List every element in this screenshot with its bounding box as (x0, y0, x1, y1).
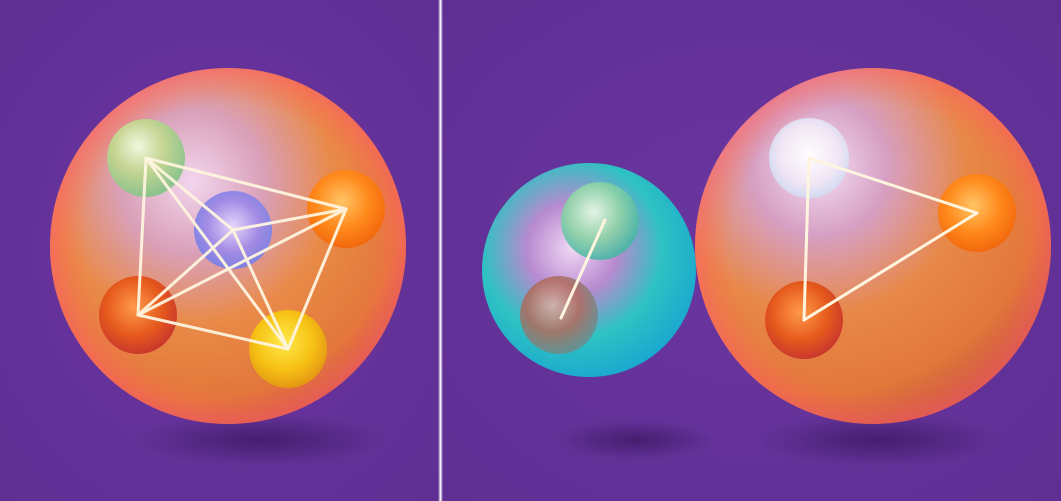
connection-line (136, 207, 348, 317)
right-panel (443, 0, 1061, 501)
orange-shell-shadow (759, 414, 999, 466)
inner-sphere-red (520, 276, 598, 354)
connection-line (286, 207, 348, 351)
inner-sphere-green (561, 182, 639, 260)
connection-line (136, 228, 235, 317)
left-panel (0, 0, 438, 501)
connection-line (144, 156, 235, 232)
connection-line (144, 156, 290, 351)
panel-divider (438, 0, 443, 501)
left-panel-art (0, 0, 438, 501)
connection-triangle (802, 156, 979, 322)
right-panel-art (443, 0, 1061, 501)
connection-line (136, 156, 148, 317)
teal-shell-shadow (557, 420, 713, 460)
connection-line (807, 156, 979, 215)
connection-lines (136, 156, 348, 351)
shell-shadow (135, 414, 385, 466)
connection-line (559, 218, 607, 320)
connection-line (231, 228, 290, 351)
connection-line (231, 207, 348, 232)
connection-line (144, 156, 348, 211)
connection-line (802, 156, 811, 322)
connection-line (802, 211, 979, 322)
connection-line (136, 313, 290, 351)
